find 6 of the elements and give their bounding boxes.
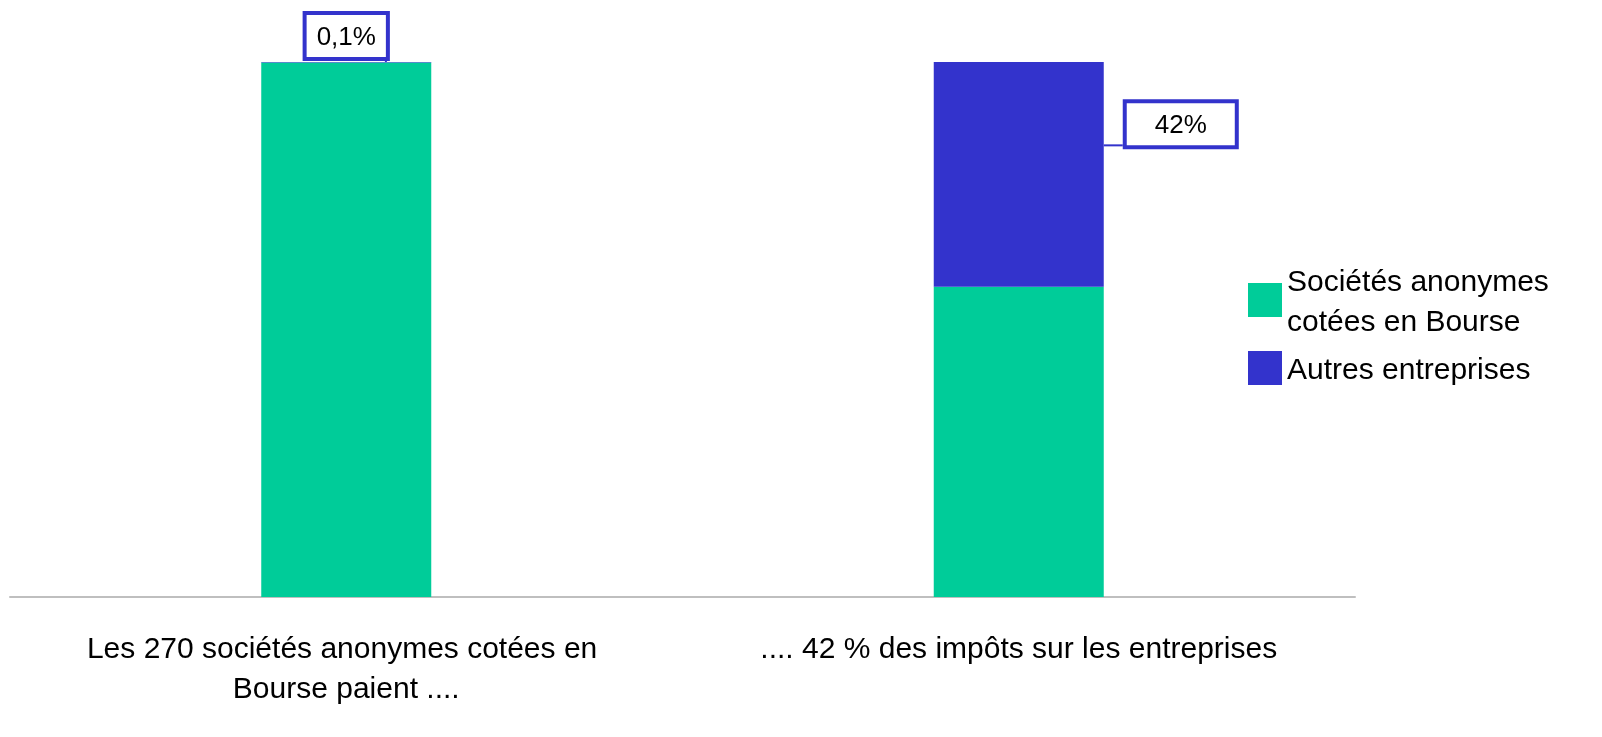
legend-label: Autres entreprises [1287, 351, 1531, 385]
x-tick-label: .... 42 % des impôts sur les entreprises [760, 630, 1278, 664]
data-label: 42% [1154, 109, 1207, 140]
data-label: 0,1% [316, 21, 376, 51]
x-tick-label: Les 270 sociétés anonymes cotées en Bourse paient .... [86, 630, 606, 704]
legend-label: Sociétés anonymes cotées en Bourse [1287, 263, 1558, 337]
